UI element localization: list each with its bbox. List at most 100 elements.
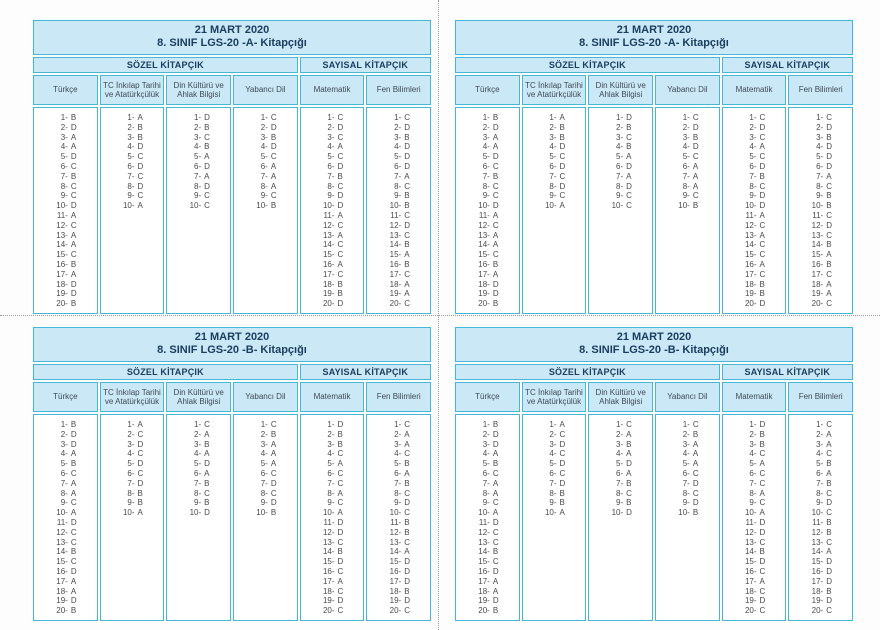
answer-line: 8- A bbox=[482, 488, 499, 498]
answer-line: 4- C bbox=[749, 449, 766, 459]
answers-column-1: 1- B 2- D 3- A 4- A 5- D 6- C 7- B 8- C 9- C 10- D 11- A 12- C 1… bbox=[455, 107, 520, 314]
answer-line: 11- A bbox=[56, 210, 77, 220]
column-header-row: Türkçe TC İnkılap Tarihi ve Atatürkçülük D… bbox=[455, 382, 854, 412]
answer-line: 13- C bbox=[322, 537, 344, 547]
answers-column-3: 1- D 2- B 3- C 4- B 5- A 6- D 7- A 8- D 9- C 10- C bbox=[588, 107, 654, 314]
answer-line: 10- B bbox=[256, 201, 277, 211]
answers-column-3: 1- D 2- B 3- C 4- B 5- A 6- D 7- A 8- D 9- C 10- C bbox=[166, 107, 232, 314]
answer-line: 6- A bbox=[260, 161, 277, 171]
answer-line: 3- C bbox=[327, 132, 344, 142]
answer-line: 11- A bbox=[478, 210, 499, 220]
answer-line: 19- D bbox=[56, 289, 77, 299]
answer-line: 6- C bbox=[260, 468, 277, 478]
answer-line: 11- C bbox=[390, 210, 410, 220]
answer-line: 12- C bbox=[56, 220, 77, 230]
answers-column-2: 1- A 2- C 3- D 4- C 5- D 6- C 7- D 8- B 9- B 10- A bbox=[521, 414, 587, 621]
answer-line: 13- C bbox=[744, 537, 766, 547]
answer-line: 8- C bbox=[60, 181, 77, 191]
answer-line: 7- B bbox=[60, 171, 77, 181]
answer-line: 1- D bbox=[749, 420, 766, 429]
answer-line: 17- C bbox=[811, 269, 832, 279]
answer-line: 1- A bbox=[127, 113, 143, 122]
answer-line: 13- A bbox=[478, 230, 499, 240]
answers-column-2: 1- A 2- B 3- B 4- D 5- C 6- D 7- C 8- D 9- C 10- A bbox=[99, 107, 165, 314]
answer-line: 16- C bbox=[322, 566, 344, 576]
answer-line: 10- A bbox=[744, 508, 765, 518]
answer-line: 5- D bbox=[549, 459, 566, 469]
column-header-row: Türkçe TC İnkılap Tarihi ve Atatürkçülük D… bbox=[33, 75, 432, 105]
answer-line: 3- B bbox=[194, 439, 210, 449]
column-header-4: Yabancı Dil bbox=[233, 382, 298, 412]
answer-line: 19- A bbox=[389, 289, 410, 299]
section-label-sayisal: SAYISAL KİTAPÇIK bbox=[299, 57, 431, 73]
answer-line: 5- D bbox=[616, 459, 632, 469]
answer-line: 2- C bbox=[549, 429, 566, 439]
exam-date: 21 MART 2020 bbox=[616, 24, 692, 36]
answer-line: 1- C bbox=[260, 113, 277, 122]
answer-line: 18- D bbox=[56, 279, 77, 289]
answer-line: 6- C bbox=[749, 468, 766, 478]
answer-line: 4- C bbox=[394, 449, 410, 459]
answer-line: 15- C bbox=[56, 250, 77, 260]
answer-line: 19- D bbox=[322, 596, 344, 606]
answer-line: 5- D bbox=[816, 152, 832, 162]
answer-line: 1- C bbox=[816, 113, 832, 122]
answer-line: 8- D bbox=[194, 181, 210, 191]
answer-line: 4- C bbox=[327, 449, 344, 459]
answer-line: 2- D bbox=[482, 429, 499, 439]
answer-line: 2- B bbox=[194, 122, 210, 132]
answer-line: 5- C bbox=[260, 152, 277, 162]
answer-line: 20- B bbox=[56, 299, 77, 309]
answer-line: 15- C bbox=[56, 557, 77, 567]
answers-column-4: 1- C 2- B 3- A 4- A 5- A 6- C 7- D 8- C 9- D 10- B bbox=[233, 414, 298, 621]
answer-line: 15- C bbox=[478, 250, 499, 260]
answer-line: 20- B bbox=[478, 606, 499, 616]
answer-line: 10- A bbox=[544, 201, 565, 211]
answer-line: 5- B bbox=[816, 459, 832, 469]
answer-line: 3- D bbox=[482, 439, 499, 449]
answer-line: 10- D bbox=[611, 508, 632, 518]
answer-line: 7- B bbox=[327, 171, 343, 181]
answer-line: 6- D bbox=[549, 161, 566, 171]
answer-line: 15- C bbox=[744, 250, 766, 260]
answer-line: 10- C bbox=[389, 508, 410, 518]
answer-line: 13- C bbox=[811, 537, 832, 547]
answer-line: 4- A bbox=[749, 142, 765, 152]
section-label-sozel: SÖZEL KİTAPÇIK bbox=[33, 364, 298, 380]
answer-line: 7- C bbox=[549, 171, 566, 181]
answers-column-4: 1- C 2- D 3- B 4- D 5- C 6- A 7- A 8- A 9- C 10- B bbox=[233, 107, 298, 314]
panel-title-bar: 21 MART 2020 8. SINIF LGS-20 -B- Kitapçı… bbox=[33, 327, 431, 362]
answer-columns-row: 1- B 2- D 3- D 4- A 5- B 6- C 7- A 8- A 9- C 10- A 11- D 12- C 1… bbox=[33, 414, 432, 621]
answer-line: 18- B bbox=[322, 279, 343, 289]
answer-line: 9- B bbox=[394, 191, 410, 201]
answer-line: 2- A bbox=[194, 429, 210, 439]
answers-column-3: 1- C 2- A 3- B 4- A 5- D 6- A 7- B 8- C 9- B 10- D bbox=[588, 414, 654, 621]
answer-line: 1- C bbox=[682, 420, 699, 429]
answer-line: 3- A bbox=[394, 439, 410, 449]
answer-line: 4- D bbox=[549, 142, 566, 152]
answers-column-6: 1- C 2- A 3- A 4- C 5- B 6- A 7- B 8- C 9- D 10- C 11- B 12- B 1… bbox=[366, 414, 432, 621]
answer-line: 6- C bbox=[549, 468, 566, 478]
answer-line: 6- C bbox=[482, 468, 499, 478]
answer-line: 14- B bbox=[811, 240, 832, 250]
answer-line: 20- D bbox=[744, 299, 766, 309]
answer-line: 8- C bbox=[194, 488, 210, 498]
answer-line: 13- C bbox=[56, 537, 77, 547]
answers-column-1: 1- B 2- D 3- A 4- A 5- D 6- C 7- B 8- C 9- C 10- D 11- A 12- C 1… bbox=[33, 107, 98, 314]
answer-line: 12- C bbox=[744, 220, 766, 230]
answer-line: 6- D bbox=[394, 161, 410, 171]
answer-line: 11- B bbox=[812, 517, 832, 527]
answer-line: 5- A bbox=[260, 459, 277, 469]
answer-line: 11- D bbox=[56, 517, 77, 527]
answers-column-5: 1- D 2- B 3- B 4- C 5- A 6- C 7- C 8- A 9- C 10- A 11- D 12- D 1… bbox=[299, 414, 365, 621]
answer-line: 2- A bbox=[816, 429, 832, 439]
answer-line: 3- A bbox=[816, 439, 832, 449]
answer-line: 9- C bbox=[194, 191, 210, 201]
answer-line: 12- D bbox=[389, 220, 410, 230]
booklet-title: 8. SINIF LGS-20 -B- Kitapçığı bbox=[157, 344, 307, 356]
answer-line: 5- C bbox=[549, 152, 566, 162]
answer-line: 17- A bbox=[744, 576, 765, 586]
column-header-2: TC İnkılap Tarihi ve Atatürkçülük bbox=[99, 75, 165, 105]
column-header-3: Din Kültürü ve Ahlak Bilgisi bbox=[588, 75, 654, 105]
answer-line: 3- A bbox=[482, 132, 499, 142]
